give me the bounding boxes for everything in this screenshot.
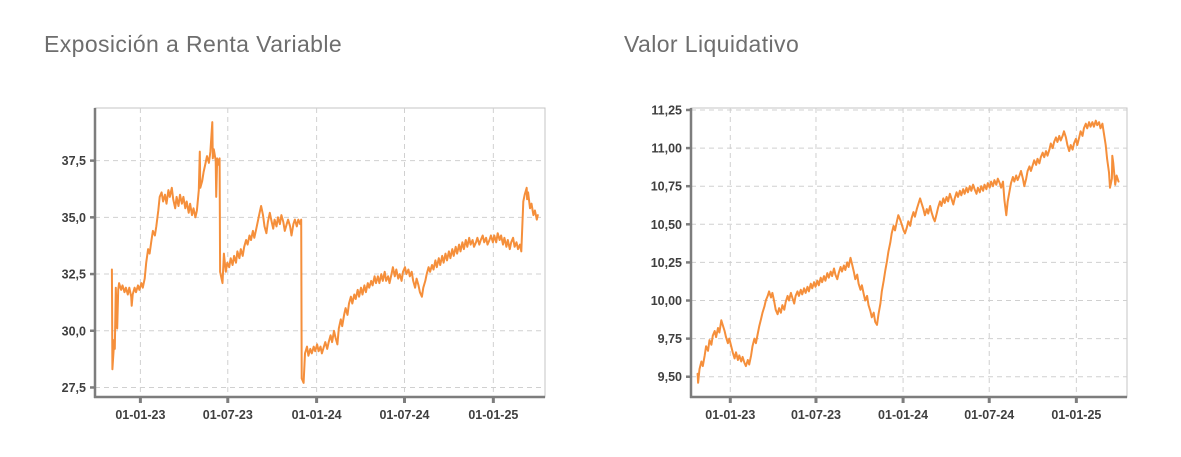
series-line-valor-liquidativo: [696, 119, 1120, 384]
x-tick-label: 01-01-23: [705, 408, 755, 422]
x-tick-label: 01-01-24: [292, 408, 342, 422]
axis-ticks: [90, 159, 495, 403]
plot-border: [690, 107, 1128, 398]
x-tick-label: 01-07-24: [964, 408, 1014, 422]
series-line-exposicion-renta-variable: [110, 121, 539, 384]
y-tick-label: 10,50: [651, 218, 682, 232]
chart-title-exposicion: Exposición a Renta Variable: [44, 31, 343, 57]
y-tick-label: 37,5: [62, 154, 86, 168]
y-tick-label: 9,50: [658, 370, 682, 384]
x-tick-label: 01-01-25: [1051, 408, 1101, 422]
gridlines: [95, 108, 545, 397]
chart-title-valor-liquidativo: Valor Liquidativo: [624, 31, 800, 57]
plot-border: [94, 107, 546, 398]
y-tick-label: 9,75: [658, 332, 682, 346]
x-tick-label: 01-07-23: [791, 408, 841, 422]
axis-ticks: [686, 108, 1078, 403]
y-tick-label: 30,0: [62, 324, 86, 338]
axis-labels: 9,50 9,75 10,00 10,25 10,50 10,75 11,00 11,25 01…: [651, 103, 1102, 422]
y-tick-label: 10,75: [651, 180, 682, 194]
y-tick-label: 10,25: [651, 256, 682, 270]
x-tick-label: 01-01-25: [468, 408, 518, 422]
chart-exposicion-renta-variable: 27,5 30,0 32,5 35,0 37,5 01-01-23 01-07-23 01-0…: [62, 107, 546, 422]
y-tick-label: 32,5: [62, 268, 86, 282]
y-tick-label: 11,00: [651, 142, 682, 156]
y-tick-label: 11,25: [651, 103, 682, 117]
gridlines: [691, 108, 1127, 397]
y-tick-label: 10,00: [651, 294, 682, 308]
x-tick-label: 01-07-23: [203, 408, 253, 422]
y-tick-label: 35,0: [62, 211, 86, 225]
x-tick-label: 01-07-24: [379, 408, 429, 422]
x-tick-label: 01-01-23: [115, 408, 165, 422]
x-tick-label: 01-01-24: [878, 408, 928, 422]
axis-labels: 27,5 30,0 32,5 35,0 37,5 01-01-23 01-07-23 01-0…: [62, 154, 519, 422]
chart-valor-liquidativo: 9,50 9,75 10,00 10,25 10,50 10,75 11,00 11,25 01…: [651, 103, 1128, 422]
y-tick-label: 27,5: [62, 381, 86, 395]
